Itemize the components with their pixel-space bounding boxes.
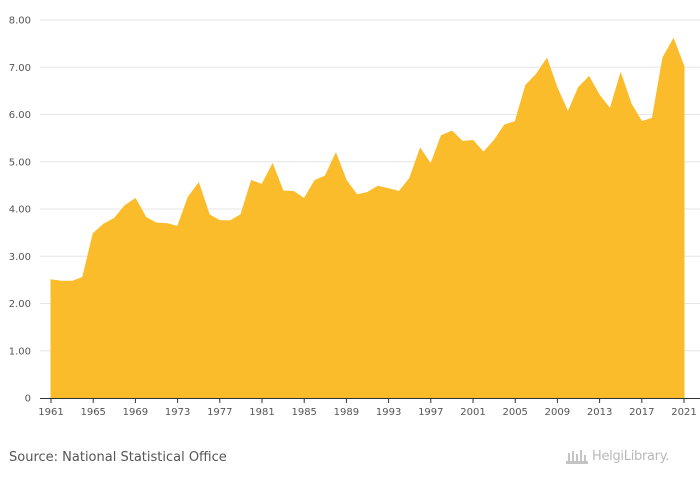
x-tick-label: 1993 [376, 407, 401, 418]
source-note: Source: National Statistical Office [9, 450, 227, 465]
x-tick-label: 1997 [418, 407, 443, 418]
axes [40, 398, 700, 403]
x-tick-label: 1977 [207, 407, 232, 418]
y-tick-label: 6.00 [9, 110, 31, 121]
library-icon [566, 450, 588, 464]
x-tick-label: 1973 [165, 407, 190, 418]
series-area [50, 37, 685, 399]
y-tick-label: 2.00 [9, 299, 31, 310]
y-tick-label: 0 [25, 394, 31, 405]
y-tick-label: 7.00 [9, 63, 31, 74]
x-tick-label: 1965 [80, 407, 105, 418]
x-tick-label: 2021 [671, 407, 696, 418]
x-tick-label: 1985 [291, 407, 316, 418]
x-tick-label: 2017 [629, 407, 654, 418]
y-tick-label: 5.00 [9, 157, 31, 168]
y-tick-label: 1.00 [9, 346, 31, 357]
x-tick-label: 1961 [38, 407, 63, 418]
x-tick-label: 1989 [334, 407, 359, 418]
y-tick-label: 4.00 [9, 205, 31, 216]
x-tick-label: 2005 [502, 407, 527, 418]
logo-text: HelgiLibrary. [592, 448, 670, 464]
x-tick-labels: 1961 1965 1969 1973 1977 1981 1985 1989 1993 1997… [38, 407, 696, 418]
y-tick-label: 3.00 [9, 252, 31, 263]
area-series-0 [50, 37, 685, 399]
x-tick-label: 1981 [249, 407, 274, 418]
x-tick-label: 1969 [123, 407, 148, 418]
y-tick-label: 8.00 [9, 16, 31, 27]
x-tick-label: 2013 [587, 407, 612, 418]
x-tick-label: 2009 [545, 407, 570, 418]
area-chart: 01.002.003.004.005.006.007.008.00 1961 19… [9, 16, 700, 418]
x-tick-label: 2001 [460, 407, 485, 418]
helgi-library-logo: HelgiLibrary. [566, 448, 669, 464]
y-tick-labels: 0 1.00 2.00 3.00 4.00 5.00 6.00 7.00 8.00 [9, 16, 31, 405]
